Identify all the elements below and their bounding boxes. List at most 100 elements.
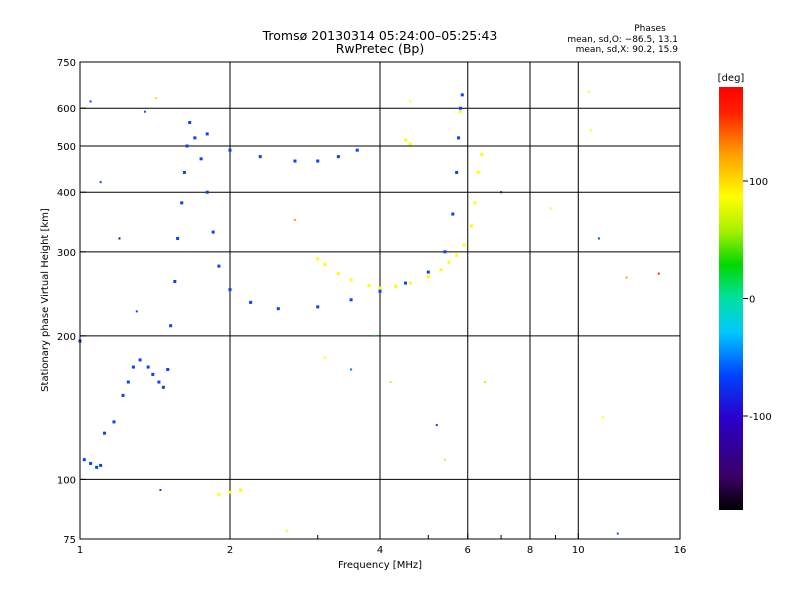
echo-point — [138, 358, 142, 362]
echo-point — [378, 289, 382, 293]
x-axis-ticks: 1 2 4 6 8 10 16 — [77, 533, 687, 556]
echo-point — [355, 148, 359, 152]
noise-point — [587, 90, 590, 93]
echo-point — [462, 243, 466, 247]
colorbar-ticks: 100 0 -100 — [743, 177, 772, 423]
echo-point — [89, 461, 93, 465]
y-tick-label: 600 — [57, 104, 76, 115]
echo-point — [426, 275, 430, 279]
echo-point — [146, 365, 150, 369]
echo-point — [408, 142, 412, 146]
echo-point — [217, 492, 221, 496]
echo-point — [193, 136, 197, 140]
grid-lines — [80, 62, 680, 539]
echo-point — [336, 272, 340, 276]
echo-point — [161, 385, 165, 389]
echo-point — [408, 281, 412, 285]
x-tick-label: 2 — [227, 545, 233, 556]
noise-point — [89, 100, 92, 103]
noise-point — [601, 416, 604, 419]
colorbar-tick-label: -100 — [749, 412, 772, 423]
noise-point — [154, 97, 157, 100]
echo-point — [228, 148, 232, 152]
echo-point — [249, 300, 253, 304]
echo-point — [103, 431, 107, 435]
noise-point — [118, 237, 121, 240]
echo-point — [188, 121, 192, 125]
echo-point — [126, 380, 130, 384]
echo-point — [443, 250, 447, 254]
echo-point — [451, 212, 455, 216]
noise-point — [625, 276, 628, 279]
echo-point — [323, 263, 327, 267]
colorbar-tick-label: 0 — [749, 295, 755, 306]
echo-point — [316, 159, 320, 163]
echo-point — [457, 136, 461, 140]
x-tick-label: 10 — [572, 545, 585, 556]
echo-point — [95, 465, 99, 469]
noise-point — [435, 424, 438, 427]
y-tick-label: 400 — [57, 188, 76, 199]
echo-point — [458, 106, 462, 110]
x-axis-label: Frequency [MHz] — [338, 560, 422, 571]
y-tick-label: 500 — [57, 142, 76, 153]
echo-point — [349, 298, 353, 302]
colorbar-tick-label: 100 — [749, 177, 768, 188]
noise-point — [597, 237, 600, 240]
echo-point — [82, 458, 86, 462]
noise-point — [484, 381, 487, 384]
echo-point — [180, 201, 184, 205]
echo-point — [367, 283, 371, 287]
echo-point — [336, 155, 340, 159]
echo-point — [258, 155, 262, 159]
stats-x-mode: mean, sd,X: 90.2, 15.9 — [576, 45, 679, 55]
y-axis-label: Stationary phase Virtual Height [km] — [40, 208, 51, 392]
noise-point — [135, 310, 138, 313]
echo-point — [293, 159, 297, 163]
echo-point — [121, 393, 125, 397]
echo-point — [228, 490, 232, 494]
echo-point — [455, 253, 459, 257]
echo-point — [455, 170, 459, 174]
echo-point — [480, 152, 484, 156]
echo-point — [378, 286, 382, 290]
noise-point — [350, 368, 353, 371]
noise-point — [500, 191, 503, 194]
echo-point — [99, 463, 103, 467]
x-tick-label: 1 — [77, 545, 83, 556]
x-tick-label: 4 — [377, 545, 383, 556]
echo-point — [205, 190, 209, 194]
noise-point — [589, 129, 592, 132]
colorbar — [719, 87, 743, 510]
x-tick-label: 6 — [465, 545, 471, 556]
x-tick-label: 8 — [527, 545, 533, 556]
echo-point — [316, 305, 320, 309]
noise-point — [159, 489, 162, 492]
echo-point — [211, 230, 215, 234]
noise-point — [285, 529, 288, 532]
echo-point — [276, 307, 280, 311]
echo-point — [469, 224, 473, 228]
noise-point — [443, 458, 446, 461]
echo-point — [349, 278, 353, 282]
echo-point — [112, 420, 116, 424]
echo-point — [173, 279, 177, 283]
noise-point — [409, 100, 412, 103]
echo-point — [403, 138, 407, 142]
noise-point — [323, 356, 326, 359]
colorbar-unit: [deg] — [718, 73, 745, 84]
echo-point — [458, 110, 462, 114]
echo-point — [239, 488, 243, 492]
echo-point — [228, 288, 232, 292]
echo-point — [439, 268, 443, 272]
echo-point — [131, 365, 135, 369]
data-points — [78, 90, 660, 535]
echo-point — [316, 257, 320, 261]
y-tick-label: 200 — [57, 332, 76, 343]
y-tick-label: 300 — [57, 248, 76, 259]
stats-heading: Phases — [634, 24, 666, 34]
noise-point — [373, 334, 376, 337]
noise-point — [143, 110, 146, 113]
stats-o-mode: mean, sd,O: −86.5, 13.1 — [567, 35, 678, 45]
x-tick-label: 16 — [674, 545, 687, 556]
